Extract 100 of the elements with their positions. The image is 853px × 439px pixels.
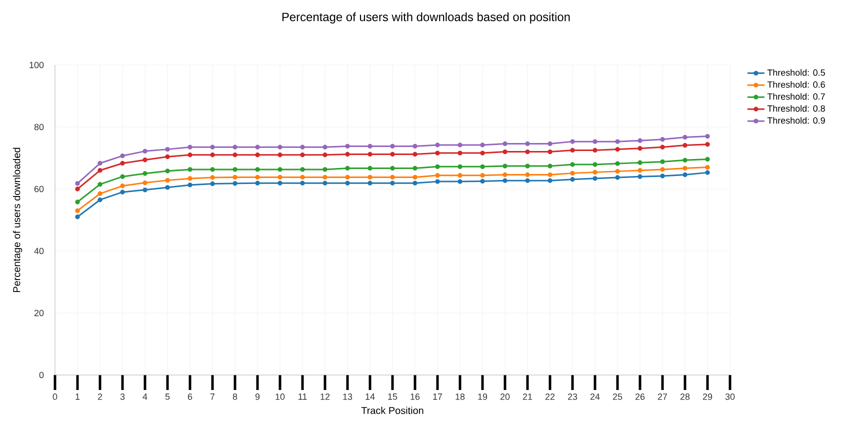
point xyxy=(548,149,552,154)
point xyxy=(480,178,485,184)
point xyxy=(390,152,395,157)
x-tick-label: 11 xyxy=(298,394,307,400)
point xyxy=(142,171,148,176)
point xyxy=(75,186,80,192)
point xyxy=(548,178,552,183)
legend-label: Threshold: 0.8 xyxy=(767,105,825,112)
x-tick-label: 30 xyxy=(725,394,735,400)
x-tick-label: 7 xyxy=(210,394,215,400)
point xyxy=(345,152,350,157)
point xyxy=(322,144,328,150)
point xyxy=(120,160,125,166)
point xyxy=(368,166,372,171)
point xyxy=(232,152,238,158)
point xyxy=(458,173,462,178)
x-tick-label: 5 xyxy=(165,394,170,400)
point xyxy=(210,144,215,150)
point xyxy=(502,164,508,168)
point xyxy=(435,142,440,148)
point xyxy=(98,160,102,166)
point xyxy=(75,200,80,204)
point xyxy=(188,167,192,172)
point xyxy=(345,174,350,180)
point xyxy=(165,146,170,152)
point xyxy=(660,144,665,150)
point xyxy=(390,144,395,149)
point xyxy=(570,162,575,167)
y-tick-label: 20 xyxy=(34,310,44,316)
point xyxy=(75,208,80,214)
x-tick-label: 16 xyxy=(410,394,420,400)
point xyxy=(98,182,102,187)
point xyxy=(232,167,238,172)
point xyxy=(638,160,642,165)
point xyxy=(615,175,620,180)
point xyxy=(255,152,260,158)
x-tick-label: 19 xyxy=(478,394,488,400)
x-tick-label: 26 xyxy=(635,394,645,400)
point xyxy=(368,180,372,186)
point xyxy=(525,172,530,178)
x-tick-label: 15 xyxy=(388,394,398,400)
point xyxy=(278,152,282,158)
point xyxy=(165,154,170,160)
point xyxy=(705,170,710,175)
point xyxy=(502,141,508,146)
y-axis-title: Percentage of users downloaded xyxy=(12,148,22,292)
point xyxy=(412,144,418,149)
point xyxy=(592,176,598,181)
point xyxy=(570,177,575,182)
y-tick-label: 40 xyxy=(34,248,44,254)
point xyxy=(390,180,395,186)
point xyxy=(548,172,552,178)
point xyxy=(458,142,462,148)
x-tick-label: 29 xyxy=(702,394,712,400)
point xyxy=(255,144,260,150)
point xyxy=(368,144,372,149)
point xyxy=(682,134,688,140)
point xyxy=(592,162,598,167)
point xyxy=(188,182,192,188)
x-tick-label: 23 xyxy=(568,394,578,400)
point xyxy=(300,174,305,180)
point xyxy=(705,142,710,147)
x-axis-title: Track Position xyxy=(361,406,424,414)
point xyxy=(210,152,215,158)
point xyxy=(322,167,328,172)
point xyxy=(322,152,328,158)
point xyxy=(412,166,418,171)
x-tick-label: 22 xyxy=(545,394,555,400)
point xyxy=(525,178,530,183)
point xyxy=(638,174,642,179)
point xyxy=(480,173,485,178)
x-tick-label: 28 xyxy=(680,394,690,400)
point xyxy=(278,167,282,172)
point xyxy=(345,180,350,186)
point xyxy=(98,191,102,196)
point xyxy=(368,152,372,157)
y-tick-label: 0 xyxy=(39,372,44,378)
point xyxy=(660,167,665,172)
point xyxy=(412,180,418,186)
point xyxy=(255,174,260,180)
point xyxy=(255,167,260,172)
point xyxy=(412,174,418,180)
point xyxy=(345,166,350,171)
x-tick-label: 14 xyxy=(366,394,375,400)
point xyxy=(390,166,395,171)
point xyxy=(300,144,305,150)
point xyxy=(458,164,462,170)
point xyxy=(300,167,305,172)
x-tick-label: 8 xyxy=(232,394,238,400)
point xyxy=(120,190,125,194)
point xyxy=(412,152,418,157)
point xyxy=(480,142,485,148)
x-tick-label: 17 xyxy=(433,394,442,400)
point xyxy=(75,181,80,186)
x-tick-label: 13 xyxy=(343,394,352,400)
point xyxy=(142,148,148,154)
point xyxy=(682,142,688,148)
point xyxy=(322,180,328,186)
point xyxy=(660,137,665,142)
point xyxy=(502,178,508,183)
